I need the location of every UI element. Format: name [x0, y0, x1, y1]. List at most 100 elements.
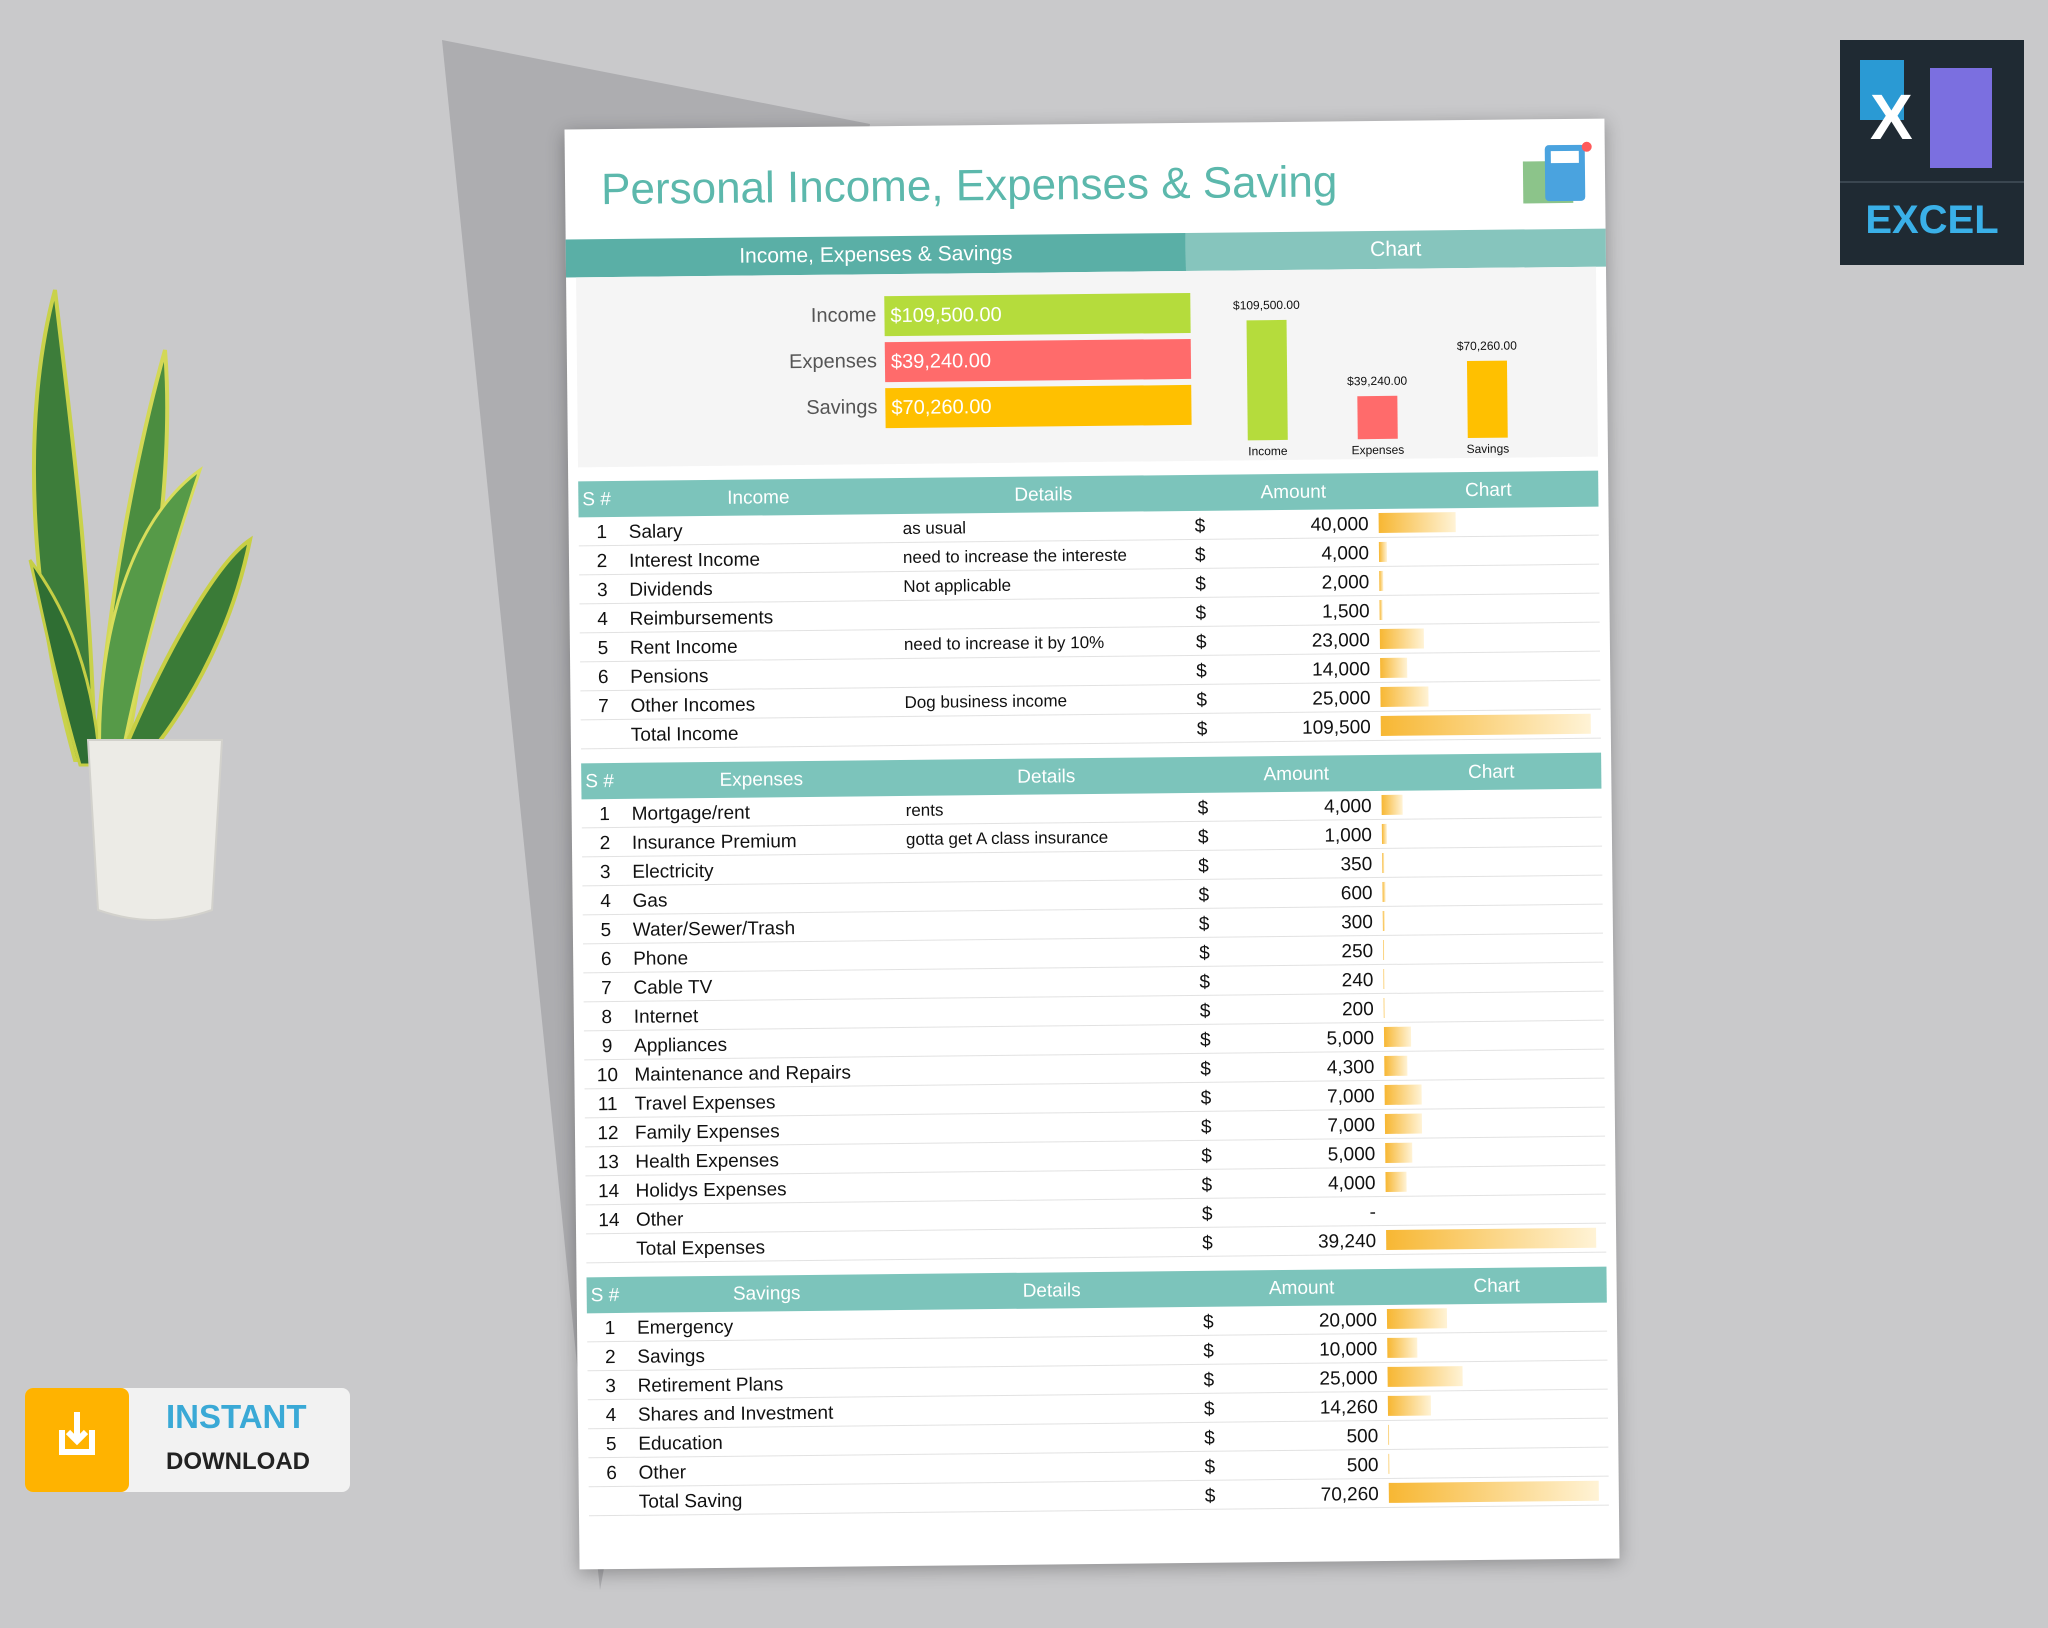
row-number: 11	[597, 1093, 618, 1116]
currency: $	[1195, 573, 1206, 595]
row-name: Shares and Investment	[637, 1402, 834, 1426]
column-header: Amount	[1263, 763, 1330, 786]
row-name: Reimbursements	[629, 607, 774, 630]
amount: 500	[1346, 1426, 1379, 1448]
amount: 14,260	[1319, 1397, 1379, 1419]
row-number: 6	[606, 1463, 617, 1485]
excel-badge	[1840, 40, 2024, 265]
currency: $	[1198, 913, 1210, 935]
currency: $	[1203, 1398, 1215, 1420]
data-bar	[1386, 1308, 1447, 1329]
sheet-content: Income $109,500.00 $109,500.00 Income Expens…	[564, 119, 1619, 1570]
row-number: 3	[599, 862, 611, 884]
row-name: Phone	[633, 948, 689, 970]
data-bar	[1381, 823, 1388, 844]
row-number: 2	[599, 833, 611, 855]
data-bar	[1387, 1366, 1463, 1387]
data-bar	[1384, 1084, 1423, 1105]
row-number: 14	[598, 1209, 620, 1232]
column-header: Income	[727, 487, 790, 509]
row-number: 12	[597, 1122, 619, 1145]
summary-chart-value: $39,240.00	[1347, 373, 1408, 389]
row-details: Not applicable	[903, 575, 1012, 596]
summary-label: Savings	[806, 396, 878, 419]
currency: $	[1196, 660, 1207, 682]
amount: 500	[1346, 1455, 1379, 1477]
summary-label: Expenses	[788, 350, 878, 374]
data-bar	[1379, 570, 1384, 591]
data-bar	[1378, 541, 1387, 562]
amount: 2,000	[1321, 572, 1370, 594]
row-name: Salary	[628, 521, 683, 543]
currency: $	[1204, 1456, 1216, 1478]
row-name: Education	[638, 1432, 723, 1455]
row-number: 3	[596, 580, 608, 602]
row-name: Family Expenses	[634, 1121, 780, 1144]
currency: $	[1199, 971, 1211, 993]
summary-chart-bar	[1466, 360, 1508, 439]
row-number: 1	[599, 804, 611, 826]
currency: $	[1203, 1340, 1215, 1362]
currency: $	[1200, 1087, 1212, 1109]
row-name: Interest Income	[628, 549, 761, 572]
amount: 4,300	[1326, 1057, 1375, 1079]
currency: $	[1196, 718, 1208, 740]
currency: $	[1203, 1369, 1215, 1391]
currency: $	[1194, 544, 1206, 566]
currency: $	[1204, 1485, 1216, 1507]
currency: $	[1202, 1311, 1214, 1333]
total-label: Total Expenses	[636, 1237, 766, 1260]
row-number: 5	[605, 1434, 617, 1456]
data-bar	[1383, 968, 1385, 989]
currency: $	[1196, 689, 1208, 711]
amount: 240	[1341, 970, 1374, 992]
download-badge	[25, 1388, 350, 1492]
download-line1: INSTANT	[166, 1398, 307, 1435]
data-bar	[1380, 713, 1591, 736]
data-bar	[1381, 794, 1404, 815]
summary-chart-category: Expenses	[1351, 442, 1405, 458]
data-bar	[1385, 1171, 1408, 1192]
amount: 5,000	[1326, 1028, 1375, 1050]
summary-cell: $109,500.00	[884, 292, 1191, 337]
amount: 4,000	[1321, 543, 1370, 565]
amount: 70,260	[1320, 1484, 1379, 1506]
row-number: 4	[600, 891, 611, 913]
data-bar	[1388, 1480, 1599, 1503]
row-details: need to increase the intereste	[902, 545, 1128, 567]
amount: 10,000	[1319, 1339, 1378, 1361]
data-bar	[1388, 1424, 1390, 1445]
data-bar	[1386, 1227, 1597, 1250]
row-name: Appliances	[633, 1034, 728, 1057]
data-bar	[1383, 1026, 1411, 1047]
data-bar	[1387, 1337, 1418, 1358]
summary-chart-value: $109,500.00	[1232, 297, 1300, 313]
summary-chart-category: Income	[1248, 443, 1288, 459]
column-header: Amount	[1268, 1277, 1335, 1300]
row-name: Electricity	[632, 860, 714, 883]
currency: $	[1198, 855, 1209, 877]
column-header: S #	[590, 1284, 620, 1307]
row-number: 5	[597, 638, 609, 660]
row-number: 3	[605, 1376, 617, 1398]
amount: 250	[1341, 941, 1374, 963]
row-name: Water/Sewer/Trash	[632, 918, 796, 941]
amount: 350	[1340, 854, 1373, 876]
row-name: Retirement Plans	[637, 1374, 784, 1397]
amount: 40,000	[1310, 514, 1369, 536]
row-number: 14	[597, 1180, 620, 1203]
currency: $	[1204, 1427, 1215, 1449]
column-header: Chart	[1473, 1275, 1520, 1298]
row-number: 5	[600, 920, 612, 942]
total-label: Total Saving	[638, 1490, 743, 1513]
currency: $	[1197, 826, 1209, 848]
row-details: need to increase it by 10%	[903, 632, 1105, 654]
currency: $	[1195, 602, 1207, 624]
summary-chart-bar	[1246, 319, 1288, 441]
currency: $	[1194, 515, 1206, 537]
row-name: Mortgage/rent	[631, 802, 751, 825]
amount: 20,000	[1318, 1310, 1378, 1332]
excel-logo: X	[1870, 81, 1913, 153]
data-bar	[1385, 1142, 1413, 1163]
